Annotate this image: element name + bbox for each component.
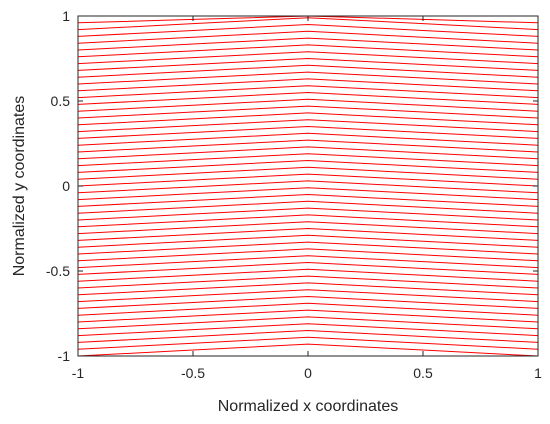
- x-tick-label: 1: [534, 365, 542, 381]
- y-axis-label: Normalized y coordinates: [11, 96, 28, 277]
- series-line: [77, 309, 539, 323]
- series-line: [77, 227, 539, 241]
- y-tick-label: -1: [58, 348, 71, 364]
- series-line: [77, 105, 539, 119]
- series-line: [77, 221, 539, 235]
- series-line: [77, 37, 539, 51]
- series-line: [77, 207, 539, 221]
- series-line: [77, 159, 539, 173]
- series-line: [77, 275, 539, 289]
- series-line: [77, 248, 539, 262]
- series-line: [77, 187, 539, 201]
- series-line: [77, 132, 539, 146]
- series-line: [77, 51, 539, 65]
- series-line: [77, 255, 539, 269]
- y-tick-label: 1: [62, 8, 70, 24]
- series-line: [77, 139, 539, 153]
- series-line: [77, 146, 539, 160]
- series-line: [77, 234, 539, 248]
- series-line: [77, 336, 539, 350]
- series-line: [77, 23, 539, 37]
- series-line: [77, 316, 539, 330]
- series-line: [77, 119, 539, 133]
- series-line: [77, 343, 539, 357]
- series-line: [77, 200, 539, 214]
- series-line: [77, 180, 539, 194]
- series-line: [77, 173, 539, 187]
- series-line: [77, 268, 539, 282]
- series-line: [77, 112, 539, 126]
- y-tick-label: 0.5: [51, 93, 71, 109]
- series-line: [77, 64, 539, 78]
- series-line: [77, 85, 539, 99]
- series-line: [77, 193, 539, 207]
- series-line: [77, 125, 539, 139]
- series-line: [77, 323, 539, 337]
- series-line: [77, 214, 539, 228]
- series-line: [77, 282, 539, 296]
- series-line: [77, 153, 539, 167]
- x-tick-label: 0: [304, 365, 312, 381]
- x-tick-label: -0.5: [181, 365, 205, 381]
- y-tick-label: 0: [62, 178, 70, 194]
- x-axis-label: Normalized x coordinates: [218, 398, 399, 415]
- series-line: [77, 44, 539, 58]
- series-line: [77, 30, 539, 44]
- x-tick-label: -1: [72, 365, 85, 381]
- series-line: [77, 71, 539, 85]
- series-line: [77, 57, 539, 71]
- series-line: [77, 302, 539, 316]
- series-line: [77, 295, 539, 309]
- plot-frame: [77, 15, 539, 357]
- series-line: [77, 78, 539, 92]
- x-tick-label: 0.5: [413, 365, 433, 381]
- y-tick-label: -0.5: [46, 263, 70, 279]
- series-line: [77, 166, 539, 180]
- series-line: [77, 261, 539, 275]
- series-line: [77, 241, 539, 255]
- series-layer: [77, 15, 539, 357]
- series-line: [77, 91, 539, 105]
- plot-area: [78, 16, 538, 356]
- series-line: [77, 98, 539, 112]
- series-line: [77, 329, 539, 343]
- series-line: [77, 289, 539, 303]
